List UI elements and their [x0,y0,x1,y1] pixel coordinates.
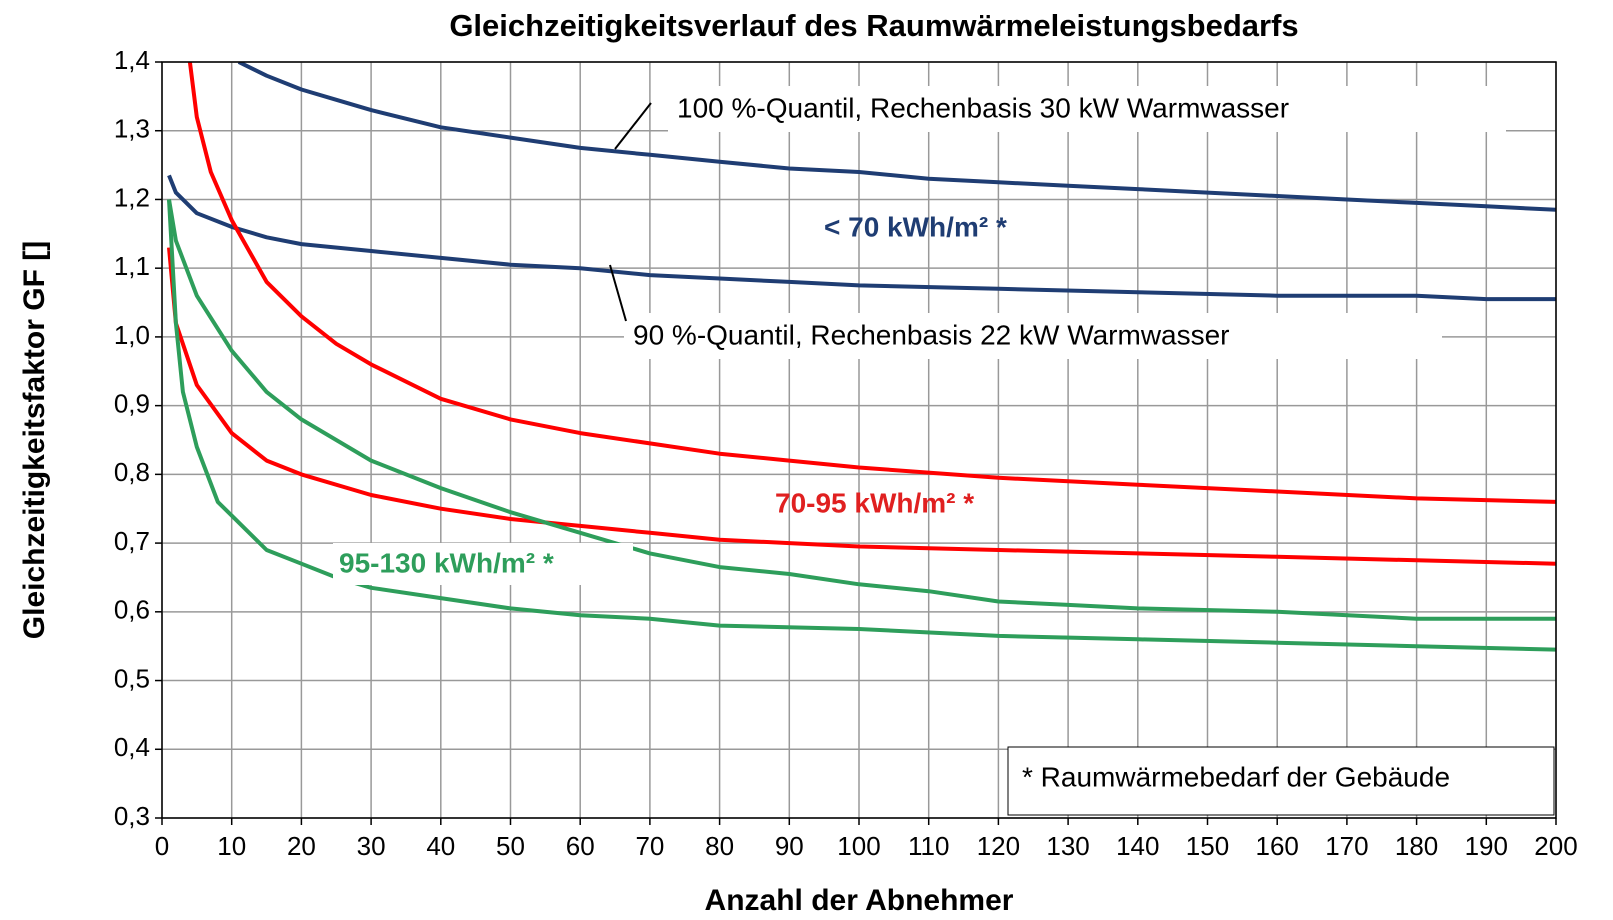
x-tick-label: 100 [837,831,880,861]
y-tick-label: 0,8 [114,457,150,487]
leader-line [614,102,652,150]
annotation: 100 %-Quantil, Rechenbasis 30 kW Warmwas… [677,92,1289,123]
x-tick-label: 150 [1186,831,1229,861]
x-tick-label: 170 [1325,831,1368,861]
chart-title: Gleichzeitigkeitsverlauf des Raumwärmele… [449,8,1298,43]
y-tick-label: 1,2 [114,182,150,212]
x-tick-label: 80 [705,831,734,861]
annotation: 95-130 kWh/m² * [339,547,554,578]
y-tick-label: 0,6 [114,595,150,625]
x-tick-label: 140 [1116,831,1159,861]
annotation-bg [333,543,633,585]
y-tick-label: 1,3 [114,114,150,144]
y-tick-label: 1,0 [114,320,150,350]
x-tick-label: 110 [908,831,949,861]
x-tick-label: 40 [426,831,455,861]
y-tick-label: 0,4 [114,732,150,762]
x-tick-label: 20 [287,831,316,861]
x-tick-label: 180 [1395,831,1438,861]
x-tick-label: 190 [1465,831,1508,861]
series-line [187,62,1556,504]
annotation: < 70 kWh/m² * [824,211,1007,242]
series-line [167,247,1556,566]
annotations: 100 %-Quantil, Rechenbasis 30 kW Warmwas… [333,86,1555,816]
x-tick-label: 120 [977,831,1020,861]
x-tick-label: 60 [566,831,595,861]
y-axis-label: Gleichzeitigkeitsfaktor GF [] [18,241,51,639]
x-tick-label: 70 [635,831,664,861]
annotation-bg [668,86,1506,132]
x-tick-label: 50 [496,831,525,861]
y-tick-label: 1,1 [114,251,150,281]
x-tick-label: 30 [357,831,386,861]
x-tick-label: 90 [775,831,804,861]
x-tick-label: 200 [1534,831,1577,861]
lines [167,62,1556,652]
x-tick-label: 0 [155,831,169,861]
note-box [1007,746,1555,816]
grid [161,61,1557,819]
x-tick-label: 160 [1256,831,1299,861]
annotation: 70-95 kWh/m² * [775,487,974,518]
x-tick-label: 10 [217,831,246,861]
leader-line [609,264,627,322]
series-line [237,62,1556,212]
series-line [167,199,1556,621]
y-tick-label: 0,3 [114,801,150,831]
y-tick-label: 0,5 [114,663,150,693]
annotation-bg [624,313,1442,359]
series-line [167,199,1556,652]
x-tick-label: 130 [1046,831,1089,861]
y-tick-label: 0,7 [114,526,150,556]
annotation: * Raumwärmebedarf der Gebäude [1022,761,1450,792]
annotation: 90 %-Quantil, Rechenbasis 22 kW Warmwass… [633,319,1230,350]
y-tick-label: 1,4 [114,45,150,75]
x-axis-label: Anzahl der Abnehmer [705,884,1014,917]
y-tick-label: 0,9 [114,389,150,419]
